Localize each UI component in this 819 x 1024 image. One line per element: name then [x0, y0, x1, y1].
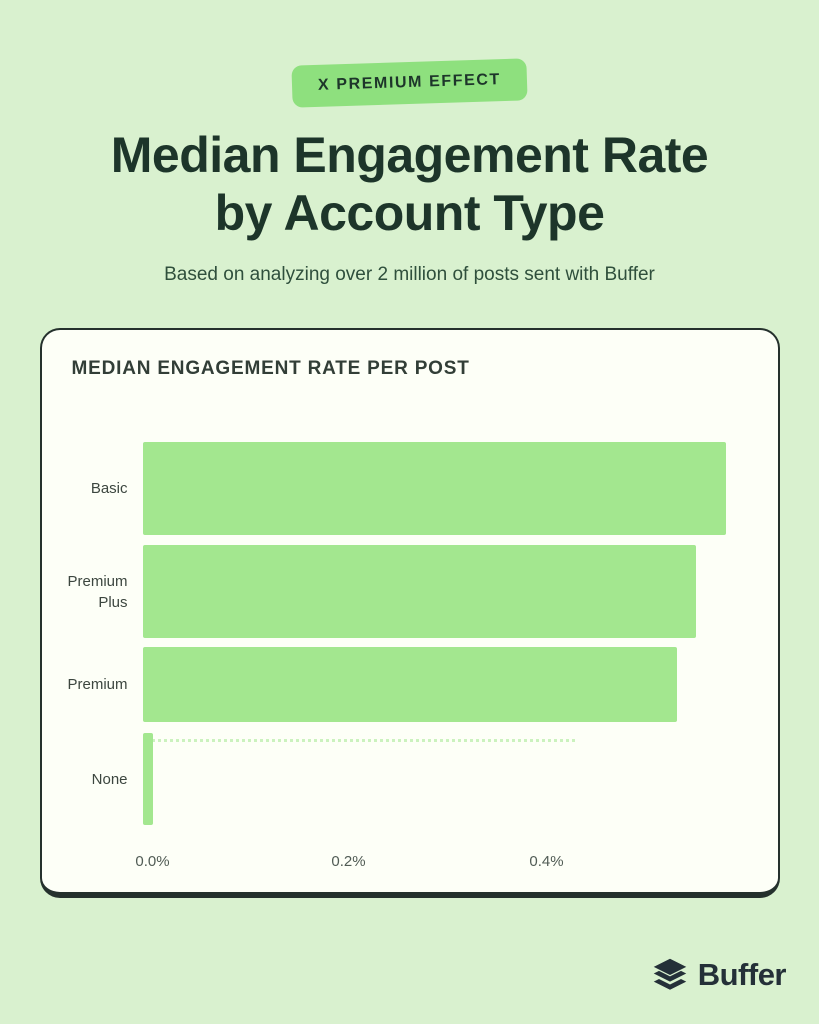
bar-premium — [142, 647, 677, 722]
x-tick-2: 0.4% — [529, 853, 564, 870]
chart-row-premium-plus: Premium Plus — [42, 545, 778, 638]
bar-none — [142, 733, 153, 825]
category-label-premium: Premium — [67, 676, 128, 693]
chart-title: MEDIAN ENGAGEMENT RATE PER POST — [71, 358, 470, 379]
category-label-none: None — [91, 770, 128, 788]
buffer-wordmark: Buffer — [697, 957, 787, 992]
category-label-basic: Basic — [90, 480, 128, 497]
buffer-logo-icon — [653, 958, 686, 990]
page-title: Median Engagement Rate by Account Type — [0, 126, 819, 242]
bar-premium-plus — [142, 545, 696, 638]
x-tick-1: 0.2% — [331, 853, 366, 870]
page-title-line1: Median Engagement Rate — [110, 127, 709, 183]
chart-row-none: None — [42, 733, 778, 825]
page-subtitle: Based on analyzing over 2 million of pos… — [164, 264, 655, 285]
bar-basic — [142, 442, 726, 535]
x-axis: 0.0% 0.2% 0.4% — [135, 853, 743, 873]
category-label-premium-plus: Premium Plus — [67, 572, 128, 611]
badge-container: X PREMIUM EFFECT — [0, 0, 819, 108]
x-tick-0: 0.0% — [135, 853, 170, 870]
footer-brand: Buffer — [650, 952, 787, 998]
chart-row-premium: Premium — [42, 647, 778, 722]
topic-badge: X PREMIUM EFFECT — [291, 58, 528, 108]
chart-row-basic: Basic — [42, 442, 778, 535]
chart-card: MEDIAN ENGAGEMENT RATE PER POST Basic Pr… — [39, 328, 780, 898]
faint-dotted-guide — [144, 739, 575, 742]
page-title-line2: by Account Type — [214, 185, 605, 241]
